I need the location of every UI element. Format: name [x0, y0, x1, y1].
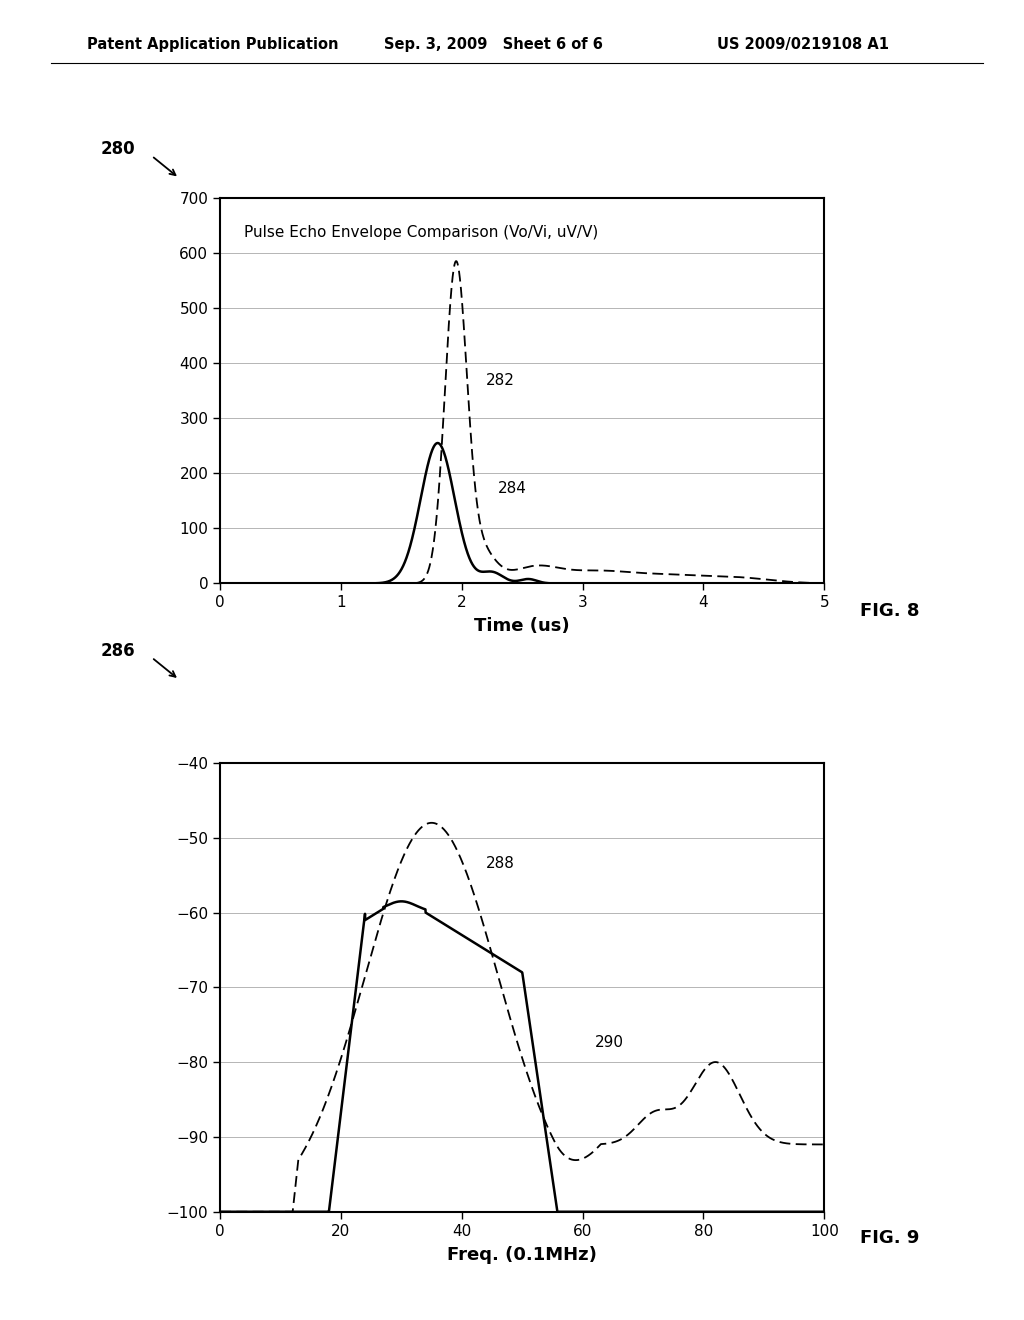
Text: US 2009/0219108 A1: US 2009/0219108 A1: [717, 37, 889, 51]
Text: 280: 280: [100, 140, 135, 158]
X-axis label: Freq. (0.1MHz): Freq. (0.1MHz): [447, 1246, 597, 1263]
Text: 286: 286: [100, 642, 135, 660]
Text: 282: 282: [486, 374, 515, 388]
Text: Patent Application Publication: Patent Application Publication: [87, 37, 339, 51]
Text: FIG. 9: FIG. 9: [860, 1229, 920, 1247]
X-axis label: Time (us): Time (us): [474, 618, 570, 635]
Text: Sep. 3, 2009   Sheet 6 of 6: Sep. 3, 2009 Sheet 6 of 6: [384, 37, 603, 51]
Text: 284: 284: [498, 480, 527, 495]
Text: Pulse Echo Envelope Comparison (Vo/Vi, uV/V): Pulse Echo Envelope Comparison (Vo/Vi, u…: [245, 224, 599, 240]
Text: 290: 290: [595, 1035, 624, 1051]
Text: 288: 288: [486, 855, 515, 871]
Text: FIG. 8: FIG. 8: [860, 602, 920, 620]
